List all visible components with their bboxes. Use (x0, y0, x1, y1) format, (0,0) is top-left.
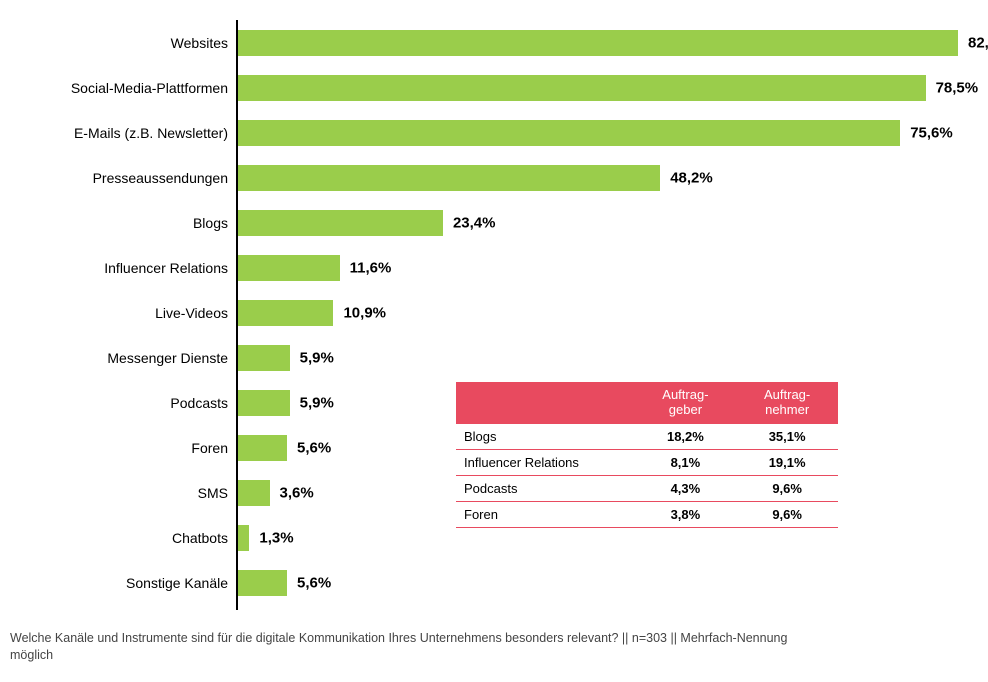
value-label: 5,9% (300, 394, 334, 411)
table-row-header: Podcasts (456, 475, 635, 501)
bar (238, 570, 287, 596)
value-label: 1,3% (259, 529, 293, 546)
category-label: Sonstige Kanäle (126, 575, 228, 591)
bar-row: Social-Media-Plattformen 78,5% (0, 65, 988, 110)
category-label: Messenger Dienste (107, 350, 228, 366)
category-label: Podcasts (170, 395, 228, 411)
table-cell: 9,6% (736, 501, 838, 527)
bar-row: Websites 82,2% (0, 20, 988, 65)
value-label: 10,9% (343, 304, 386, 321)
value-label: 48,2% (670, 169, 713, 186)
category-label: Influencer Relations (104, 260, 228, 276)
value-label: 78,5% (936, 79, 979, 96)
table-row: Foren3,8%9,6% (456, 501, 838, 527)
bar (238, 525, 249, 551)
value-label: 5,9% (300, 349, 334, 366)
table-header-row: Auftrag-geberAuftrag-nehmer (456, 382, 838, 424)
category-label: Websites (171, 35, 228, 51)
value-label: 82,2% (968, 34, 988, 51)
page: Websites 82,2% Social-Media-Plattformen 78,… (0, 0, 988, 682)
table-cell: 4,3% (635, 475, 737, 501)
table-row-header: Foren (456, 501, 635, 527)
category-label: Blogs (193, 215, 228, 231)
table-row: Blogs18,2%35,1% (456, 424, 838, 450)
table-cell: 9,6% (736, 475, 838, 501)
category-label: Social-Media-Plattformen (71, 80, 228, 96)
value-label: 23,4% (453, 214, 496, 231)
value-label: 11,6% (350, 259, 392, 276)
bar (238, 120, 900, 146)
table-cell: 8,1% (635, 449, 737, 475)
table-cell: 35,1% (736, 424, 838, 450)
bar (238, 255, 340, 281)
table-cell: 19,1% (736, 449, 838, 475)
table-header-cell: Auftrag-geber (635, 382, 737, 424)
bar (238, 300, 333, 326)
bar (238, 390, 290, 416)
chart-footnote: Welche Kanäle und Instrumente sind für d… (10, 630, 830, 664)
bar-row: Messenger Dienste 5,9% (0, 335, 988, 380)
bar (238, 30, 958, 56)
bar (238, 165, 660, 191)
comparison-table: Auftrag-geberAuftrag-nehmer Blogs18,2%35… (456, 382, 838, 528)
bar (238, 210, 443, 236)
bar (238, 75, 926, 101)
table-row: Podcasts4,3%9,6% (456, 475, 838, 501)
value-label: 5,6% (297, 439, 331, 456)
table-row-header: Influencer Relations (456, 449, 635, 475)
bar (238, 480, 270, 506)
bar (238, 345, 290, 371)
bar-row: Live-Videos 10,9% (0, 290, 988, 335)
category-label: Presseaussendungen (93, 170, 228, 186)
category-label: Chatbots (172, 530, 228, 546)
category-label: Live-Videos (155, 305, 228, 321)
value-label: 3,6% (280, 484, 314, 501)
bar-row: Influencer Relations 11,6% (0, 245, 988, 290)
table-header-cell: Auftrag-nehmer (736, 382, 838, 424)
category-label: Foren (191, 440, 228, 456)
bar (238, 435, 287, 461)
value-label: 75,6% (910, 124, 953, 141)
table-row-header: Blogs (456, 424, 635, 450)
value-label: 5,6% (297, 574, 331, 591)
bar-row: Presseaussendungen 48,2% (0, 155, 988, 200)
bar-row: Sonstige Kanäle 5,6% (0, 560, 988, 605)
table-cell: 3,8% (635, 501, 737, 527)
bar-row: E-Mails (z.B. Newsletter) 75,6% (0, 110, 988, 155)
category-label: E-Mails (z.B. Newsletter) (74, 125, 228, 141)
category-label: SMS (198, 485, 228, 501)
table-header-cell (456, 382, 635, 424)
bar-row: Blogs 23,4% (0, 200, 988, 245)
table-cell: 18,2% (635, 424, 737, 450)
table-row: Influencer Relations8,1%19,1% (456, 449, 838, 475)
